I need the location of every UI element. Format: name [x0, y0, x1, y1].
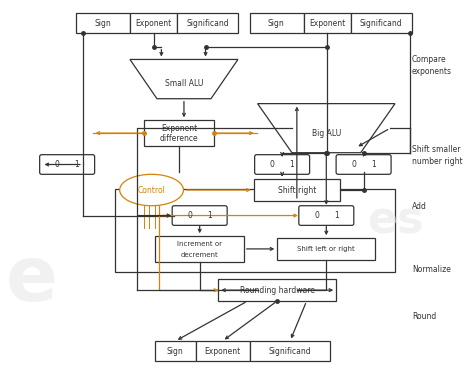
- Bar: [277, 238, 375, 260]
- FancyBboxPatch shape: [299, 206, 354, 225]
- Text: e: e: [6, 243, 58, 317]
- Bar: [144, 120, 214, 146]
- FancyBboxPatch shape: [40, 155, 95, 174]
- Text: Exponent: Exponent: [204, 346, 240, 356]
- Text: Sign: Sign: [268, 19, 284, 28]
- Bar: [351, 13, 412, 33]
- Text: Exponent: Exponent: [136, 19, 172, 28]
- Text: Sign: Sign: [167, 346, 183, 356]
- Polygon shape: [257, 104, 395, 153]
- Text: Shift right: Shift right: [278, 186, 316, 194]
- Bar: [155, 236, 244, 262]
- Text: es: es: [367, 200, 423, 243]
- Text: 0: 0: [314, 211, 319, 220]
- Bar: [219, 279, 336, 301]
- Text: Exponent: Exponent: [309, 19, 346, 28]
- Text: 0: 0: [270, 160, 275, 169]
- Text: Significand: Significand: [186, 19, 229, 28]
- FancyBboxPatch shape: [172, 206, 227, 225]
- Text: 1: 1: [74, 160, 79, 169]
- Bar: [304, 13, 351, 33]
- Text: decrement: decrement: [181, 252, 219, 258]
- Text: 1: 1: [290, 160, 294, 169]
- Bar: [155, 341, 196, 361]
- Text: 0: 0: [351, 160, 356, 169]
- Text: 0: 0: [55, 160, 60, 169]
- Text: Control: Control: [137, 186, 165, 194]
- Bar: [130, 13, 177, 33]
- Text: Shift smaller
number right: Shift smaller number right: [412, 145, 463, 166]
- Bar: [115, 189, 395, 272]
- Text: 1: 1: [334, 211, 338, 220]
- Text: Compare
exponents: Compare exponents: [412, 55, 452, 76]
- FancyBboxPatch shape: [255, 155, 310, 174]
- Ellipse shape: [119, 174, 183, 206]
- Text: Shift left or right: Shift left or right: [297, 246, 355, 252]
- Bar: [250, 341, 330, 361]
- FancyBboxPatch shape: [336, 155, 391, 174]
- Text: Normalize: Normalize: [412, 265, 451, 274]
- Text: Add: Add: [412, 201, 427, 210]
- Polygon shape: [130, 60, 238, 99]
- Text: Increment or: Increment or: [177, 241, 222, 247]
- Text: difference: difference: [160, 134, 198, 144]
- Bar: [196, 341, 250, 361]
- Bar: [177, 13, 238, 33]
- Text: Significand: Significand: [360, 19, 402, 28]
- Text: Significand: Significand: [269, 346, 311, 356]
- Text: 1: 1: [207, 211, 212, 220]
- Text: Sign: Sign: [94, 19, 111, 28]
- Bar: [76, 13, 130, 33]
- Text: 1: 1: [371, 160, 376, 169]
- Text: Exponent: Exponent: [161, 124, 197, 133]
- Text: Small ALU: Small ALU: [165, 79, 203, 89]
- Text: Rounding hardware: Rounding hardware: [240, 286, 315, 295]
- Text: 0: 0: [187, 211, 192, 220]
- Text: Big ALU: Big ALU: [312, 129, 341, 138]
- Bar: [250, 13, 304, 33]
- Text: Round: Round: [412, 312, 436, 321]
- Bar: [254, 179, 340, 201]
